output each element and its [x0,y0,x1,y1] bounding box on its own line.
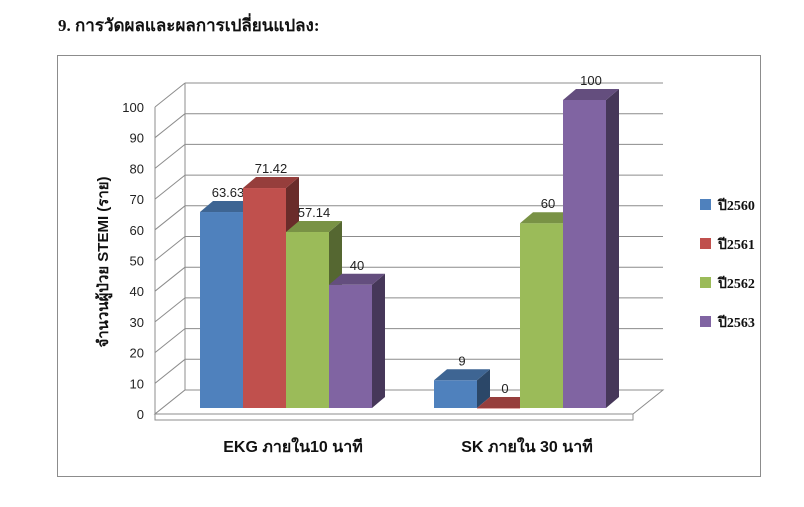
bar-top-face [434,369,490,381]
data-label: 71.42 [255,161,288,176]
bar [563,100,606,408]
gridline-diagonal [154,328,186,353]
gridline-diagonal [154,144,186,169]
bar-top-face [329,273,385,285]
gridline-diagonal [154,358,186,384]
bar [434,380,477,408]
legend-label: ปี2563 [717,315,755,331]
bar-top-face [477,397,533,408]
x-category-label: SK ภายใน 30 นาที [461,437,592,456]
y-tick-label: 80 [130,161,144,176]
legend-label: ปี2561 [717,237,755,253]
y-tick-label: 20 [130,346,144,361]
y-axis-title: จำนวนผู้ป่วย STEMI (ราย) [95,176,113,347]
y-tick-label: 60 [130,223,144,238]
legend-swatch [700,277,711,288]
y-tick-label: 70 [130,192,144,207]
y-tick-label: 50 [130,254,144,269]
gridline-diagonal [154,297,186,323]
gridline-diagonal [154,236,186,261]
floor-front-edge [154,413,634,421]
bar-side-face [606,89,619,408]
gridline-diagonal [154,205,186,231]
bar-side-face [372,273,385,408]
legend-swatch [700,238,711,249]
legend-swatch [700,316,711,327]
bar [477,408,520,409]
data-label: 9 [458,353,465,368]
gridline-diagonal [154,266,186,292]
bar [286,232,329,408]
legend-swatch [700,199,711,210]
y-tick-label: 40 [130,284,144,299]
bar [243,188,286,408]
bar-top-face [243,177,299,189]
legend-label: ปี2560 [717,198,755,214]
data-label: 40 [350,258,364,273]
bar-side-face [477,369,490,408]
y-tick-label: 30 [130,315,144,330]
legend-label: ปี2562 [717,276,755,292]
bar-top-face [563,89,619,100]
gridline-diagonal [154,82,186,108]
data-label: 0 [501,381,508,396]
bar-top-face [200,201,256,213]
data-label: 100 [580,73,602,88]
gridline-diagonal [154,113,186,139]
page-heading: 9. การวัดผลและผลการเปลี่ยนแปลง: [58,16,320,35]
y-tick-label: 90 [130,131,144,146]
data-label: 60 [541,196,555,211]
bar [520,223,563,408]
bar [200,212,243,408]
x-category-label: EKG ภายใน10 นาที [223,437,362,456]
y-tick-label: 0 [137,407,144,422]
bar [329,284,372,408]
data-label: 63.63 [212,185,245,200]
bar-top-face [286,221,342,233]
bar-top-face [520,212,576,224]
gridline-diagonal [154,174,186,200]
y-tick-label: 10 [130,376,144,391]
y-tick-label: 100 [122,100,144,115]
data-label: 57.14 [298,205,331,220]
